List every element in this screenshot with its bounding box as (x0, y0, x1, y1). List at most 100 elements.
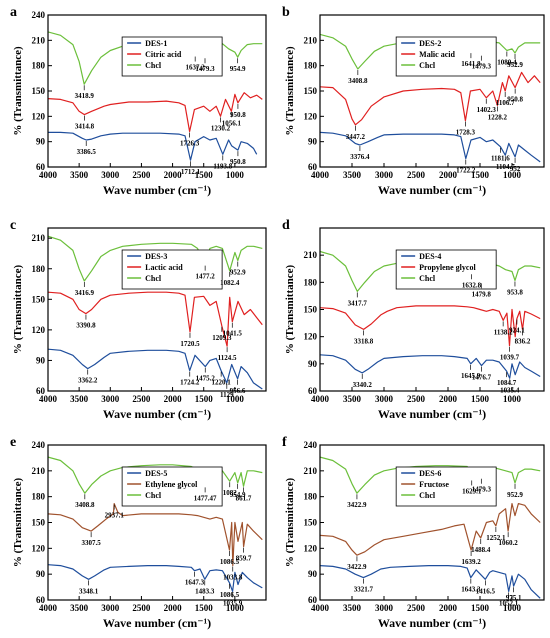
x-axis-label: Wave number (cm⁻¹) (103, 407, 211, 421)
peak-label: 3307.5 (82, 539, 102, 547)
x-tick-label: 3500 (343, 603, 362, 613)
peak-label: 3321.7 (354, 586, 374, 594)
x-tick-label: 3500 (343, 394, 362, 404)
x-tick-label: 2000 (164, 394, 183, 404)
x-tick-label: 3500 (343, 170, 362, 180)
y-tick-label: 240 (32, 10, 46, 20)
peak-label: 1479.3 (195, 65, 215, 73)
x-tick-label: 4000 (311, 394, 330, 404)
peak-label: 1483.3 (195, 587, 215, 595)
peak-label: 1035.4 (500, 386, 520, 394)
peak-label: 1629.1 (462, 487, 482, 495)
peak-label: 3340.2 (353, 381, 373, 389)
peak-label: 1056.1 (222, 119, 242, 127)
y-tick-label: 210 (32, 466, 46, 476)
y-axis-label: % (Transmittance) (12, 265, 24, 355)
x-tick-label: 4000 (311, 603, 330, 613)
peak-label: 1416.5 (476, 587, 496, 595)
y-tick-label: 210 (32, 35, 46, 45)
x-tick-label: 3000 (101, 603, 120, 613)
peak-label: 1477.2 (196, 273, 216, 281)
peak-label: 950.8 (507, 96, 523, 104)
y-axis-label: % (Transmittance) (12, 478, 24, 568)
x-axis-label: Wave number (cm⁻¹) (103, 183, 211, 197)
legend-entry: Malic acid (419, 50, 455, 59)
x-tick-label: 1000 (503, 603, 522, 613)
x-tick-label: 1000 (226, 394, 245, 404)
x-tick-label: 1000 (226, 170, 245, 180)
peak-label: 861.7 (236, 494, 252, 502)
peak-label: 1084.7 (497, 379, 517, 387)
peak-label: 1041.5 (223, 330, 243, 338)
peak-label: 1086.5 (220, 558, 240, 566)
peak-label: 3318.8 (354, 337, 374, 345)
y-tick-label: 180 (32, 264, 46, 274)
peak-label: 924.1 (509, 327, 525, 335)
y-tick-label: 180 (32, 61, 46, 71)
y-tick-label: 60 (36, 386, 46, 396)
peak-label: 1138.2 (494, 328, 513, 336)
y-tick-label: 120 (32, 111, 46, 121)
series-line (48, 348, 263, 390)
y-tick-label: 210 (304, 250, 318, 260)
peak-label: 3418.9 (75, 92, 95, 100)
x-tick-label: 1500 (471, 394, 490, 404)
x-tick-label: 2500 (132, 394, 151, 404)
legend-box (121, 36, 223, 77)
x-tick-label: 2000 (439, 170, 458, 180)
peak-label: 952.9 (507, 491, 523, 499)
x-axis-label: Wave number (cm⁻¹) (378, 407, 486, 421)
x-tick-label: 2000 (439, 603, 458, 613)
x-tick-label: 1000 (226, 603, 245, 613)
series-line (320, 131, 541, 163)
peak-label: 1724.2 (180, 379, 200, 387)
legend-entry: Chcl (419, 491, 436, 500)
y-tick-label: 210 (304, 35, 318, 45)
series-line (320, 71, 541, 126)
y-tick-label: 120 (32, 543, 46, 553)
series-line (320, 565, 541, 599)
y-tick-label: 240 (32, 440, 46, 450)
panel-e: e 4000 3500 3000 2500 2000 1500 1000 60 90 120 150 1… (10, 435, 267, 630)
y-tick-label: 210 (304, 466, 318, 476)
x-tick-label: 1000 (503, 170, 522, 180)
peak-label: 3386.5 (77, 148, 97, 156)
legend: DES-5 Ethylene glycol Chcl (121, 466, 223, 507)
peak-label: 836.2 (515, 337, 531, 345)
peak-label: 1479.3 (472, 486, 492, 494)
peak-label: 1475.2 (196, 375, 216, 383)
x-tick-label: 2500 (407, 603, 426, 613)
y-tick-label: 90 (308, 359, 318, 369)
peak-label: 1080.4 (497, 58, 517, 66)
series-line (48, 235, 263, 282)
peak-label: 1728.3 (456, 129, 476, 137)
x-tick-label: 3500 (70, 603, 89, 613)
panel-label: a (10, 5, 17, 20)
x-tick-label: 4000 (39, 603, 58, 613)
peak-label: 1637.2 (186, 64, 206, 72)
peak-label: 1402.3 (477, 106, 497, 114)
legend-entry: Ethylene glycol (145, 480, 198, 489)
peak-label: 1104.7 (496, 163, 515, 171)
y-tick-label: 60 (308, 595, 318, 605)
y-tick-label: 90 (308, 137, 318, 147)
peak-label: 3376.4 (350, 153, 370, 161)
x-tick-label: 2000 (164, 170, 183, 180)
y-tick-label: 120 (304, 111, 318, 121)
peak-label: 1181.6 (491, 155, 510, 163)
y-tick-label: 150 (32, 518, 46, 528)
y-tick-label: 120 (304, 543, 318, 553)
legend-entry: DES-4 (419, 252, 441, 261)
legend: DES-4 Propylene glycol Chcl (395, 249, 497, 290)
y-tick-label: 60 (308, 162, 318, 172)
peak-label: 3422.9 (347, 501, 367, 509)
legend-entry: Chcl (145, 274, 162, 283)
x-tick-label: 2500 (132, 603, 151, 613)
peak-label: 3414.8 (75, 123, 95, 131)
x-tick-label: 3000 (101, 170, 120, 180)
peak-label: 3417.7 (348, 299, 368, 307)
y-tick-label: 120 (32, 325, 46, 335)
x-tick-label: 1500 (195, 603, 214, 613)
y-tick-label: 60 (36, 162, 46, 172)
peak-label: 956.6 (230, 387, 246, 395)
